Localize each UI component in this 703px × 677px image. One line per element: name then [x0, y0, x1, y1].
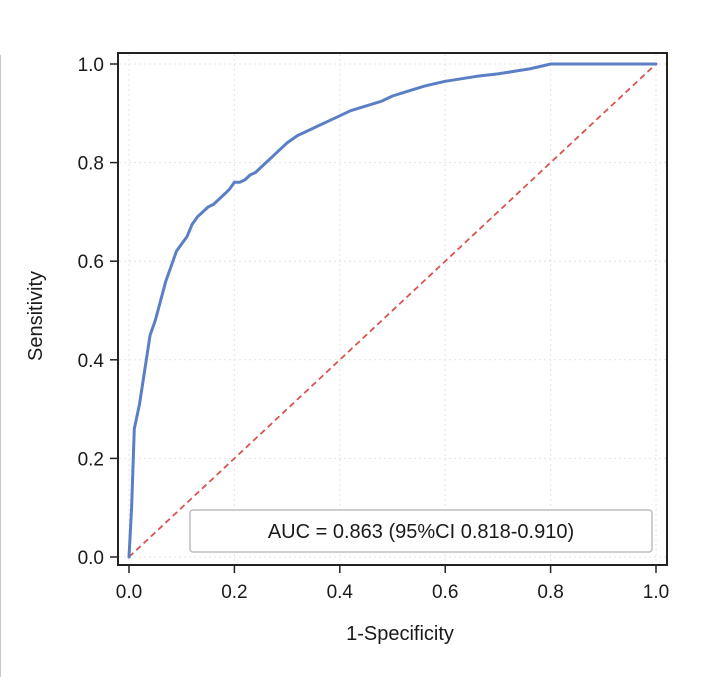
x-tick-label: 0.0: [116, 582, 142, 603]
y-tick-label: 0.0: [78, 548, 104, 569]
legend-box: [189, 509, 653, 553]
y-axis-ticks: 0.0 0.2 0.4 0.6 0.8 1.0: [78, 55, 118, 569]
roc-curve: [127, 62, 658, 559]
plot-frame: [117, 52, 668, 566]
y-tick-label: 0.4: [78, 351, 105, 372]
auc-legend: AUC = 0.863 (95%CI 0.818-0.910): [189, 509, 653, 553]
roc-curve-line: [127, 62, 658, 559]
x-axis-label: 1-Specificity: [346, 623, 454, 645]
y-tick-label: 0.8: [78, 154, 104, 175]
y-tick-label: 0.6: [78, 252, 104, 273]
x-tick-label: 0.8: [537, 582, 563, 603]
reference-diagonal: [128, 63, 657, 558]
diagonal-reference-line: [128, 63, 657, 558]
y-tick-label: 1.0: [78, 55, 104, 76]
x-tick-label: 0.4: [327, 582, 354, 603]
y-axis-label: Sensitivity: [25, 271, 47, 361]
x-tick-label: 0.6: [432, 582, 458, 603]
auc-annotation: AUC = 0.863 (95%CI 0.818-0.910): [268, 521, 574, 543]
x-axis-ticks: 0.0 0.2 0.4 0.6 0.8 1.0: [116, 565, 669, 603]
x-tick-label: 0.2: [221, 582, 247, 603]
y-tick-label: 0.2: [78, 449, 104, 470]
grid: [119, 54, 666, 564]
x-tick-label: 1.0: [643, 582, 669, 603]
